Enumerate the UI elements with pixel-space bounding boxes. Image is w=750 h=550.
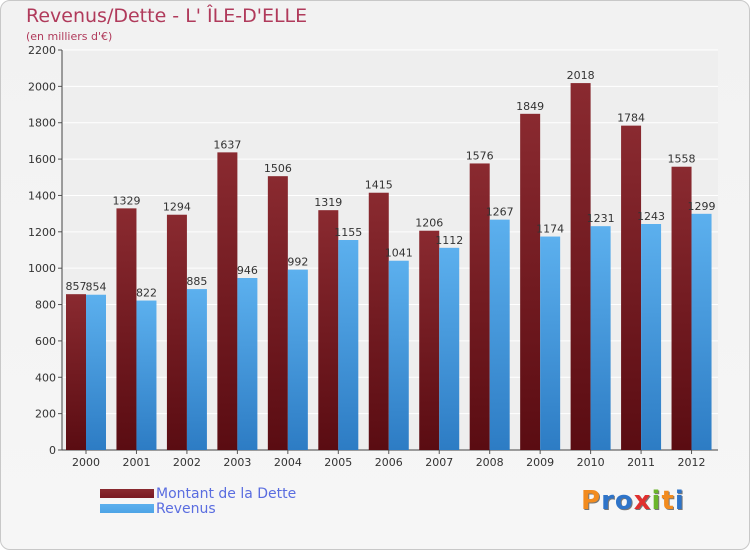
y-tick-label: 1600 <box>28 153 56 166</box>
data-label: 1784 <box>617 112 645 125</box>
bar-dette <box>166 214 187 450</box>
x-tick-label: 2001 <box>122 456 150 469</box>
x-tick-label: 2008 <box>476 456 504 469</box>
bar-revenus <box>388 260 409 450</box>
x-tick-label: 2000 <box>72 456 100 469</box>
x-tick-label: 2010 <box>577 456 605 469</box>
data-label: 1329 <box>112 194 140 207</box>
logo-letter: t <box>661 486 675 516</box>
bar-dette <box>621 125 642 451</box>
bar-dette <box>368 192 389 450</box>
x-tick-label: 2003 <box>223 456 251 469</box>
y-tick-label: 600 <box>35 335 56 348</box>
data-label: 854 <box>86 281 107 294</box>
legend-swatch-dette <box>100 489 154 498</box>
data-label: 1558 <box>668 153 696 166</box>
data-label: 1112 <box>435 234 463 247</box>
data-label: 857 <box>66 280 87 293</box>
data-label: 1174 <box>536 223 564 236</box>
data-label: 1576 <box>466 149 494 162</box>
bar-revenus <box>439 247 460 450</box>
chart-subtitle: (en milliers d'€) <box>26 30 113 43</box>
data-label: 885 <box>186 275 207 288</box>
bar-dette <box>217 152 238 450</box>
y-tick-label: 200 <box>35 408 56 421</box>
bar-dette <box>469 163 490 451</box>
bar-dette <box>66 294 86 450</box>
logo-letter: i <box>674 486 685 516</box>
legend-item-dette: Montant de la Dette <box>100 485 297 502</box>
x-tick-label: 2012 <box>678 456 706 469</box>
legend-label-revenus: Revenus <box>156 500 216 517</box>
legend-item-revenus: Revenus <box>100 500 296 517</box>
data-label: 946 <box>237 264 258 277</box>
bar-revenus <box>186 289 207 450</box>
data-label: 1231 <box>587 212 615 225</box>
logo-letter: i <box>651 486 662 516</box>
x-tick-label: 2006 <box>375 456 403 469</box>
bar-revenus <box>691 213 712 450</box>
data-label: 1299 <box>688 200 716 213</box>
x-tick-label: 2002 <box>173 456 201 469</box>
bar-revenus <box>86 294 106 450</box>
logo-letter: o <box>614 486 634 516</box>
bar-dette <box>520 113 541 451</box>
bar-dette <box>318 210 339 450</box>
data-label: 992 <box>287 256 308 269</box>
data-label: 1267 <box>486 206 514 219</box>
data-label: 2018 <box>567 69 595 82</box>
logo-letter: r <box>601 486 615 516</box>
data-label: 1637 <box>213 138 241 151</box>
bar-dette <box>671 166 692 450</box>
legend-swatch-revenus <box>100 504 154 513</box>
y-tick-label: 800 <box>35 299 56 312</box>
x-tick-label: 2004 <box>274 456 302 469</box>
data-label: 1415 <box>365 179 393 192</box>
bar-dette <box>116 208 137 450</box>
bar-revenus <box>287 269 308 450</box>
bar-dette <box>419 230 440 450</box>
y-tick-label: 1800 <box>28 117 56 130</box>
bar-dette <box>570 83 591 450</box>
chart-title: Revenus/Dette - L' ÎLE-D'ELLE <box>26 5 308 27</box>
data-label: 1155 <box>334 226 362 239</box>
logo-letter: x <box>633 486 652 516</box>
bar-dette <box>267 176 288 450</box>
y-tick-label: 400 <box>35 371 56 384</box>
x-tick-label: 2009 <box>526 456 554 469</box>
data-label: 1506 <box>264 162 292 175</box>
legend: Montant de la Dette Revenus <box>100 485 297 517</box>
y-tick-label: 1200 <box>28 226 56 239</box>
proxiti-logo: Proxiti <box>581 486 685 516</box>
logo-letter: P <box>581 486 602 516</box>
data-label: 1206 <box>415 217 443 230</box>
bar-revenus <box>540 236 561 450</box>
x-tick-label: 2011 <box>627 456 655 469</box>
data-label: 1294 <box>163 201 191 214</box>
bar-revenus <box>641 224 662 450</box>
bar-revenus <box>489 219 510 450</box>
y-tick-label: 2000 <box>28 80 56 93</box>
data-label: 1243 <box>637 210 665 223</box>
bar-revenus <box>136 300 157 450</box>
data-label: 1041 <box>385 247 413 260</box>
x-tick-label: 2005 <box>324 456 352 469</box>
y-tick-label: 1400 <box>28 189 56 202</box>
bar-revenus <box>237 278 258 450</box>
y-tick-label: 2200 <box>28 44 56 57</box>
y-tick-label: 1000 <box>28 262 56 275</box>
bar-revenus <box>338 240 359 450</box>
data-label: 1319 <box>314 196 342 209</box>
data-label: 1849 <box>516 100 544 113</box>
x-tick-label: 2007 <box>425 456 453 469</box>
y-tick-label: 0 <box>49 444 56 457</box>
legend-label-dette: Montant de la Dette <box>156 485 297 502</box>
bar-revenus <box>590 226 611 450</box>
data-label: 822 <box>136 287 157 300</box>
